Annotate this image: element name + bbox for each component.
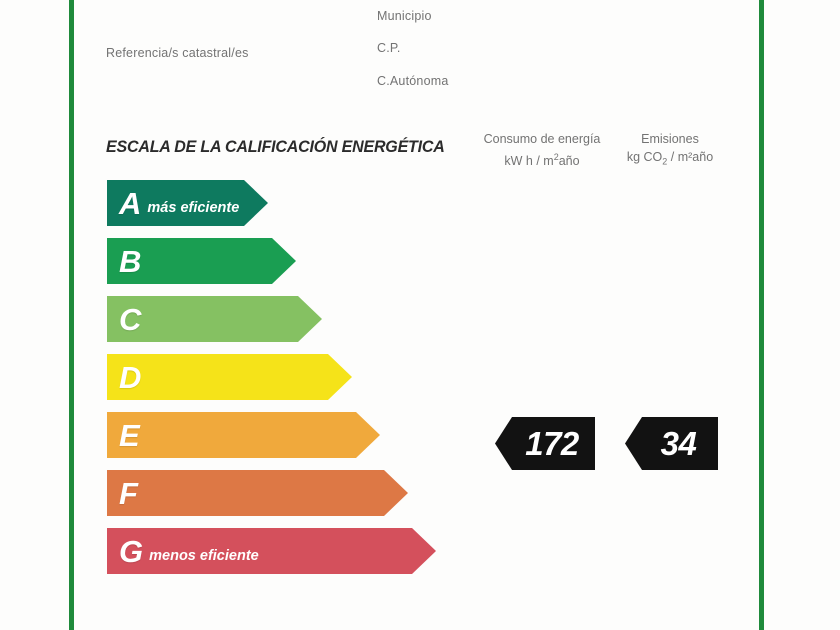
rating-letter-a: A [119,185,142,221]
autonomous-community-label: C.Autónoma [377,74,449,88]
rating-bar-e: E [107,412,380,458]
rating-letter-b: B [119,243,142,279]
emissions-value-badge: 34 [625,417,718,470]
rating-letter-g: G [119,533,144,569]
cadastral-reference-label: Referencia/s catastral/es [106,46,249,60]
rating-letter-f: F [119,475,138,511]
rating-letter-d: D [119,359,142,395]
column-header-energy-consumption-unit: kW h / m2año [504,152,580,169]
energy-consumption-value-badge: 172 [495,417,595,470]
energy-consumption-value: 172 [525,425,579,462]
column-header-emissions-title: Emisiones [641,132,699,146]
column-header-emissions-unit: kg CO2 / m²año [626,150,714,167]
column-header-energy-consumption: Consumo de energía kW h / m2año [482,130,602,170]
rating-bar-f: F [107,470,408,516]
page-title: ESCALA DE LA CALIFICACIÓN ENERGÉTICA [106,138,445,156]
frame-border-left [69,0,74,630]
rating-bar-d: D [107,354,352,400]
frame-border-right [759,0,764,630]
column-header-emissions: Emisiones kg CO2 / m²año [620,130,720,171]
municipality-label: Municipio [377,9,432,23]
postal-code-label: C.P. [377,41,401,55]
emissions-value: 34 [660,425,697,462]
rating-letter-c: C [119,301,142,337]
column-header-energy-consumption-title: Consumo de energía [483,132,601,146]
rating-caption-g: menos eficiente [149,547,259,564]
rating-bar-b: B [107,238,296,284]
rating-letter-e: E [119,417,140,453]
rating-bar-c: C [107,296,322,342]
rating-caption-a: más eficiente [147,199,240,216]
